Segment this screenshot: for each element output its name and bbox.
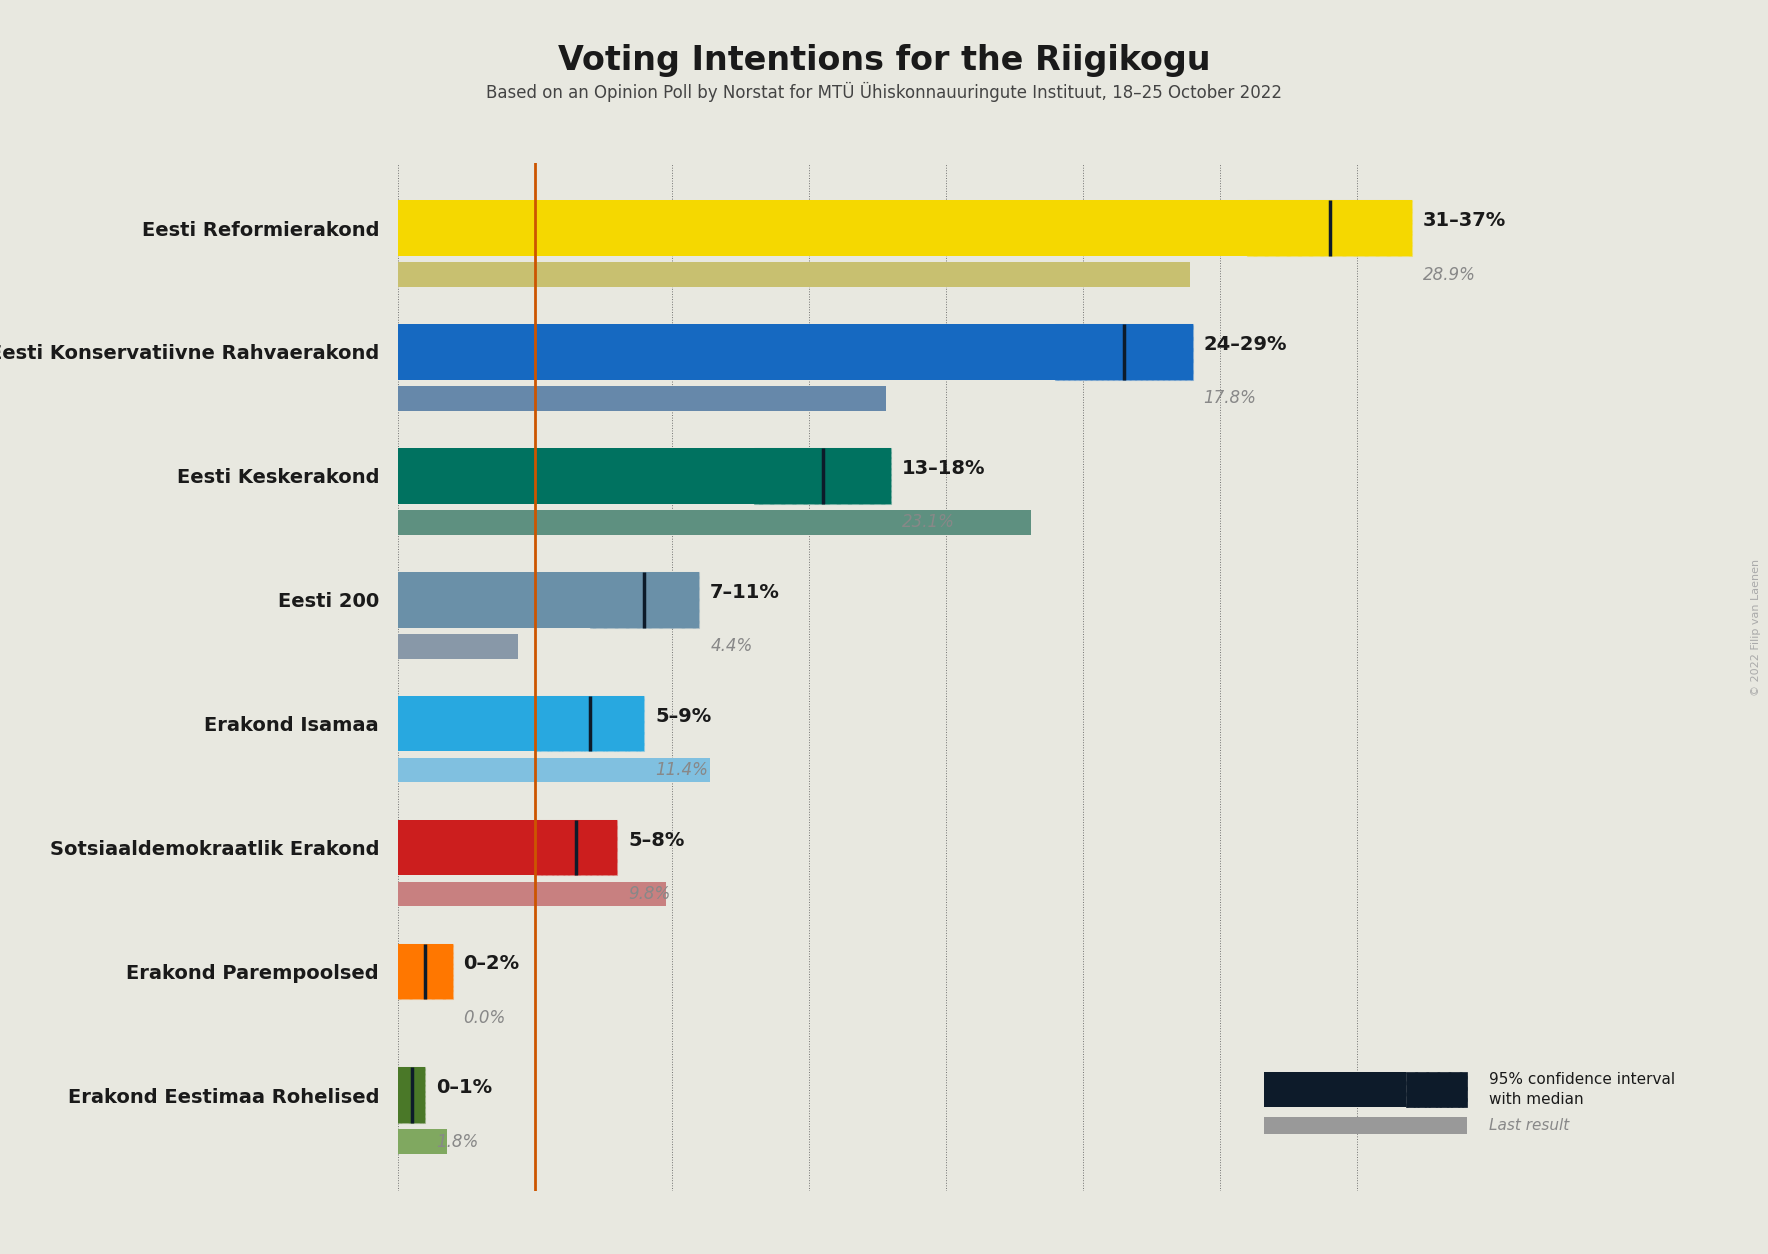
Text: 95% confidence interval
with median: 95% confidence interval with median [1489,1072,1674,1107]
Bar [536,820,617,875]
Text: 4.4%: 4.4% [711,637,753,655]
Text: © 2022 Filip van Laenen: © 2022 Filip van Laenen [1750,558,1761,696]
Bar [398,943,453,999]
Text: 23.1%: 23.1% [902,513,955,532]
Text: 1.8%: 1.8% [437,1132,479,1151]
Text: 28.9%: 28.9% [1423,266,1476,283]
Text: 24–29%: 24–29% [1204,335,1287,354]
Text: 0.0%: 0.0% [463,1009,506,1027]
Text: Voting Intentions for the Riigikogu: Voting Intentions for the Riigikogu [557,44,1211,76]
Bar [591,572,700,627]
Text: Last result: Last result [1489,1119,1568,1132]
Text: 5–8%: 5–8% [628,830,684,849]
Bar [398,324,1193,380]
Bar [398,262,1190,287]
Bar [398,1130,447,1154]
Text: 5–9%: 5–9% [656,707,713,726]
Text: 0–2%: 0–2% [463,954,520,973]
Bar [398,882,667,907]
Bar [591,572,700,627]
Bar [1248,201,1413,256]
Bar [398,1067,426,1124]
Bar [398,943,453,999]
Bar [536,820,617,875]
Bar [398,633,518,658]
Text: 13–18%: 13–18% [902,459,985,478]
Bar [398,696,645,751]
Text: 7–11%: 7–11% [711,583,780,602]
Bar [398,1067,426,1124]
Bar [398,510,1031,534]
Bar [1055,324,1193,380]
Text: 31–37%: 31–37% [1423,211,1506,231]
Bar [398,943,453,999]
Bar [398,386,886,411]
Bar [398,572,700,627]
Text: 11.4%: 11.4% [656,761,709,779]
Bar [398,1067,426,1124]
Text: Based on an Opinion Poll by Norstat for MTÜ Ühiskonnauuringute Instituut, 18–25 : Based on an Opinion Poll by Norstat for … [486,82,1282,102]
Bar [1248,201,1413,256]
Text: 17.8%: 17.8% [1204,390,1257,408]
Text: 9.8%: 9.8% [628,885,670,903]
Bar [398,448,891,504]
Bar [398,820,617,875]
Bar [398,201,1413,256]
Bar [536,696,645,751]
Bar [755,448,891,504]
Text: 0–1%: 0–1% [437,1078,492,1097]
Bar [1055,324,1193,380]
Bar [536,696,645,751]
Bar [398,757,711,782]
Bar [755,448,891,504]
